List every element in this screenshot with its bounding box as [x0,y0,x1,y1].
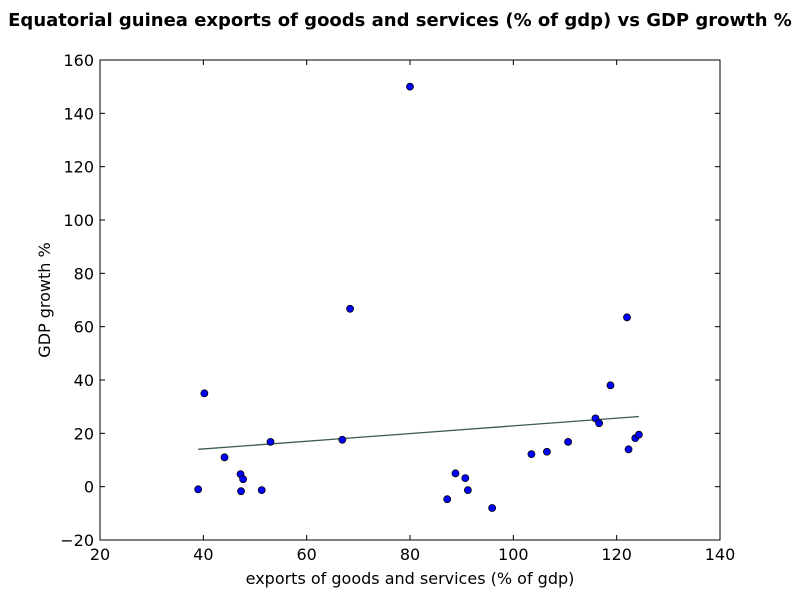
scatter-points [194,82,643,512]
scatter-point [543,447,551,456]
y-tick-label: −20 [60,531,94,550]
y-axis: −20 0 20 40 60 80 100 120 140 160 [60,51,720,550]
scatter-point [461,474,470,483]
y-axis-label: GDP growth % [35,242,54,357]
x-tick-label: 80 [400,545,420,564]
scatter-point [266,437,275,446]
x-tick-label: 60 [296,545,316,564]
x-axis: 20 40 60 80 100 120 140 [90,60,735,564]
scatter-point [595,419,603,428]
scatter-point [346,304,354,313]
trendline-group [198,415,639,450]
scatter-point [527,450,536,459]
y-tick-label: 100 [63,211,94,230]
x-tick-label: 100 [498,545,529,564]
y-tick-label: 0 [84,478,94,497]
y-tick-label: 140 [63,104,94,123]
y-tick-label: 120 [63,158,94,177]
scatter-point [463,486,472,495]
x-axis-label: exports of goods and services (% of gdp) [246,569,575,588]
x-tick-label: 120 [601,545,632,564]
scatter-point [634,430,643,439]
y-tick-label: 20 [74,424,94,443]
scatter-point [623,313,631,322]
chart-title: Equatorial guinea exports of goods and s… [8,10,792,31]
scatter-point [406,82,414,91]
y-tick-label: 60 [74,318,94,337]
x-tick-label: 140 [705,545,736,564]
scatter-point [200,389,209,398]
y-tick-label: 80 [74,264,94,283]
x-tick-label: 20 [90,545,110,564]
scatter-point [606,381,615,390]
trendline [198,415,639,450]
scatter-point [443,495,452,504]
plot-frame [99,59,721,541]
scatter-point [338,435,347,444]
scatter-point [564,437,572,446]
y-tick-label: 160 [63,51,94,70]
scatter-point [220,453,229,462]
scatter-point [257,486,266,495]
scatter-point [624,445,633,454]
scatter-point [237,487,245,496]
x-tick-label: 40 [193,545,213,564]
scatter-point [194,485,203,494]
scatter-point [488,504,497,512]
y-tick-label: 40 [74,371,94,390]
scatter-point [451,469,460,478]
scatter-point [239,475,248,484]
